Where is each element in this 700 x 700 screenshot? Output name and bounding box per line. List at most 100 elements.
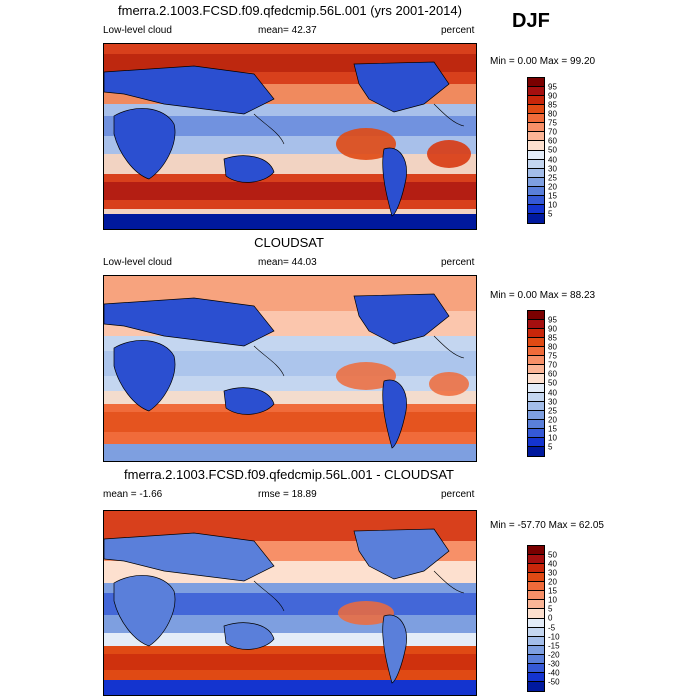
colorbar-obs-tick: 60	[548, 369, 557, 379]
colorbar-obs-tick: 20	[548, 415, 557, 425]
colorbar-segment	[528, 573, 544, 583]
colorbar-diff-tick: 20	[548, 577, 557, 587]
colorbar-diff-tick: -20	[548, 650, 560, 660]
colorbar-diff-tick: -30	[548, 659, 560, 669]
colorbar-segment	[528, 338, 544, 348]
map-model-field	[104, 44, 476, 229]
colorbar-diff-tick: 10	[548, 595, 557, 605]
panel-range-label-obs: Min = 0.00 Max = 88.23	[490, 290, 596, 301]
colorbar-diff-tick: -15	[548, 641, 560, 651]
colorbar-obs-tick: 50	[548, 378, 557, 388]
panel-mean-label-obs: mean= 44.03	[258, 257, 317, 268]
colorbar-model-tick: 50	[548, 145, 557, 155]
colorbar-model-tick: 80	[548, 109, 557, 119]
colorbar-diff-tick: -50	[548, 677, 560, 687]
colorbar-segment	[528, 410, 544, 420]
colorbar-model-tick: 95	[548, 82, 557, 92]
colorbar-segment	[528, 150, 544, 160]
panel-units-label-diff: percent	[441, 489, 475, 500]
colorbar-segment	[528, 392, 544, 402]
colorbar-segment	[528, 168, 544, 178]
colorbar-segment	[528, 609, 544, 619]
colorbar-obs-tick: 15	[548, 424, 557, 434]
colorbar-segment	[528, 636, 544, 646]
colorbar-segment	[528, 132, 544, 142]
colorbar-segment	[528, 401, 544, 411]
colorbar-model-tick: 85	[548, 100, 557, 110]
map-obs-field	[104, 276, 476, 461]
colorbar-segment	[528, 645, 544, 655]
colorbar-segment	[528, 320, 544, 330]
colorbar-obs-tick: 85	[548, 333, 557, 343]
colorbar-segment	[528, 78, 544, 88]
colorbar-diff-tick: 30	[548, 568, 557, 578]
colorbar-segment	[528, 663, 544, 673]
map-obs	[103, 275, 477, 462]
panel-mean-label-model: mean= 42.37	[258, 25, 317, 36]
colorbar-segment	[528, 329, 544, 339]
colorbar-segment	[528, 672, 544, 682]
panel-title-model: fmerra.2.1003.FCSD.f09.qfedcmip.56L.001 …	[118, 3, 462, 18]
colorbar-model-tick: 10	[548, 200, 557, 210]
colorbar-obs-tick: 10	[548, 433, 557, 443]
colorbar-obs-tick: 80	[548, 342, 557, 352]
colorbar-model-tick: 5	[548, 209, 553, 219]
colorbar-model-tick: 20	[548, 182, 557, 192]
colorbar-segment	[528, 555, 544, 565]
colorbar-segment	[528, 374, 544, 384]
colorbar-segment	[528, 204, 544, 214]
colorbar-diff-tick: -40	[548, 668, 560, 678]
panel-units-label-model: percent	[441, 25, 475, 36]
colorbar-segment	[528, 618, 544, 628]
colorbar-obs-tick: 70	[548, 360, 557, 370]
panel-title-diff: fmerra.2.1003.FCSD.f09.qfedcmip.56L.001 …	[124, 467, 454, 482]
season-label: DJF	[512, 10, 550, 32]
colorbar-segment	[528, 681, 544, 691]
colorbar-diff-tick: -10	[548, 632, 560, 642]
colorbar-model-tick: 30	[548, 164, 557, 174]
colorbar-obs-tick: 25	[548, 406, 557, 416]
map-diff-field	[104, 511, 476, 695]
colorbar-segment	[528, 141, 544, 151]
panel-left-label-model: Low-level cloud	[103, 25, 172, 36]
colorbar-segment	[528, 591, 544, 601]
colorbar-segment	[528, 419, 544, 429]
colorbar-diff-tick: 15	[548, 586, 557, 596]
colorbar-diff-tick: 50	[548, 550, 557, 560]
colorbar-segment	[528, 195, 544, 205]
colorbar-diff-tick: -5	[548, 623, 556, 633]
colorbar-segment	[528, 87, 544, 97]
colorbar-segment	[528, 365, 544, 375]
colorbar-segment	[528, 347, 544, 357]
colorbar-diff-tick: 40	[548, 559, 557, 569]
colorbar-obs-tick: 75	[548, 351, 557, 361]
colorbar-diff	[527, 545, 545, 692]
colorbar-model-tick: 15	[548, 191, 557, 201]
panel-title-obs: CLOUDSAT	[254, 235, 324, 250]
colorbar-segment	[528, 437, 544, 447]
colorbar-model-tick: 75	[548, 118, 557, 128]
map-model	[103, 43, 477, 230]
colorbar-model-tick: 60	[548, 136, 557, 146]
colorbar-obs-tick: 30	[548, 397, 557, 407]
colorbar-segment	[528, 582, 544, 592]
colorbar-obs-tick: 90	[548, 324, 557, 334]
panel-units-label-obs: percent	[441, 257, 475, 268]
panel-left-label-obs: Low-level cloud	[103, 257, 172, 268]
colorbar-diff-tick: 5	[548, 604, 553, 614]
colorbar-segment	[528, 114, 544, 124]
colorbar-obs-tick: 95	[548, 315, 557, 325]
colorbar-segment	[528, 96, 544, 106]
colorbar-segment	[528, 600, 544, 610]
colorbar-segment	[528, 627, 544, 637]
colorbar-model-tick: 40	[548, 155, 557, 165]
colorbar-segment	[528, 383, 544, 393]
panel-rmse-label-diff: rmse = 18.89	[258, 489, 317, 500]
colorbar-obs-tick: 40	[548, 388, 557, 398]
panel-left-label-diff: mean = -1.66	[103, 489, 163, 500]
colorbar-obs	[527, 310, 545, 457]
colorbar-segment	[528, 564, 544, 574]
colorbar-model-tick: 25	[548, 173, 557, 183]
colorbar-segment	[528, 105, 544, 115]
colorbar-segment	[528, 428, 544, 438]
